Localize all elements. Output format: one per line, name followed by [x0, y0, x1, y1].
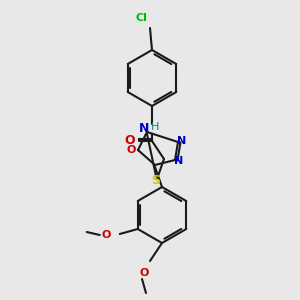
Text: S: S — [152, 175, 160, 188]
Text: O: O — [139, 268, 149, 278]
Text: N: N — [177, 136, 187, 146]
Text: O: O — [126, 145, 136, 155]
Text: N: N — [139, 122, 149, 134]
Text: N: N — [174, 156, 184, 166]
Text: O: O — [101, 230, 110, 240]
Text: O: O — [125, 134, 135, 148]
Text: H: H — [151, 122, 159, 132]
Text: Cl: Cl — [135, 13, 147, 23]
